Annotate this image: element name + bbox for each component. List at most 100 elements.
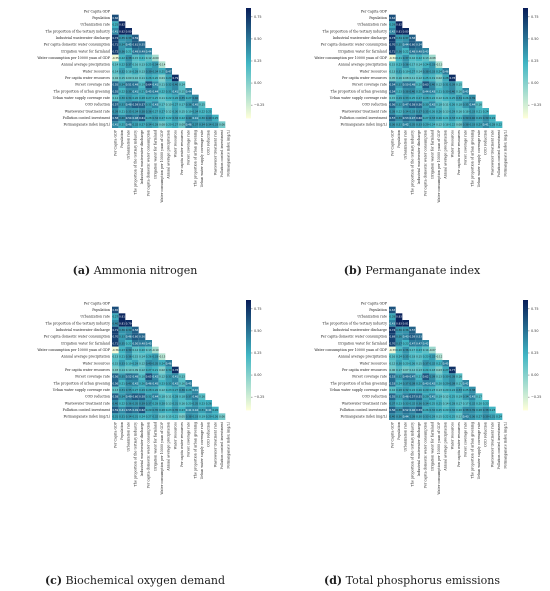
heatmap-d-value-12-11: 0.42 [463,381,469,385]
heatmap-a-value-6-3: 0.49 [132,49,138,53]
heatmap-d-value-6-1: 0.37 [396,341,402,345]
heatmap-a-cell-16-6 [152,114,159,122]
heatmap-d-value-15-10: 0.17 [456,401,462,405]
heatmap-a-cell-4-3 [132,34,139,42]
heatmap-c-cell-2-0 [112,313,119,320]
heatmap-a-cell-10-4 [138,74,146,82]
heatmap-c-value-15-0: 0.40 [112,401,118,405]
heatmap-d-value-14-0: 0.55 [389,395,395,399]
heatmap-a-cell-6-3 [132,48,139,55]
heatmap-a-cell-16-9 [172,114,179,122]
heatmap-d-value-6-2: 0.23 [403,341,409,345]
heatmap-b-row-label-7: Water consumption per 10000 yuan of GDP [314,56,387,60]
heatmap-b-cell-12-9 [449,88,456,95]
heatmap-d-cell-11-4 [415,373,423,380]
heatmap-b-value-5-2: 0.44 [403,43,409,47]
heatmap-a-value-10-6: 0.20 [152,76,158,80]
heatmap-a-cell-3-1 [118,28,126,35]
heatmap-a-value-10-1: 0.15 [119,76,125,80]
heatmap-c-cell-9-3 [132,360,139,367]
heatmap-c-cell-10-0 [112,366,119,374]
heatmap-a-cell-17-0 [112,121,119,128]
heatmap-c-value-9-5: 0.40 [146,361,152,365]
heatmap-a-cell-10-8 [165,74,172,82]
heatmap-b-cell-6-3 [409,48,416,55]
heatmap-d-value-12-3: 0.39 [409,381,415,385]
heatmap-d-cell-13-2 [402,386,409,394]
heatmap-a-value-14-1: 0.33 [119,103,125,107]
heatmap-a-cell-11-9 [172,81,179,88]
heatmap-d-cell-13-4 [415,386,423,394]
heatmap-d-cell-14-4 [415,393,423,400]
heatmap-a-cell-6-2 [125,48,132,55]
heatmap-c-cell-17-16 [218,413,226,420]
heatmap-a-cell-11-0 [112,81,119,88]
heatmap-a-value-6-4: 0.49 [139,49,145,53]
heatmap-a-value-11-9: 0.40 [172,83,178,87]
heatmap-b-col-label-5: Per capita domestic water consumption [424,129,428,196]
heatmap-a-cell-13-11 [185,94,192,102]
heatmap-c-value-14-13: 0.16 [199,395,205,399]
heatmap-b-value-15-2: 0.34 [403,109,409,113]
heatmap-b-cell-14-7 [435,101,443,108]
heatmap-c-value-8-4: 0.14 [139,355,145,359]
heatmap-d-cell-12-5 [422,380,429,387]
heatmap-d-value-15-2: 0.33 [403,401,409,405]
heatmap-c-cell-15-9 [172,400,179,407]
heatmap-b-value-14-1: 0.32 [396,103,402,107]
heatmap-c-cell-11-7 [158,373,166,380]
colorbar-a-tick-label-2: 0.25 [254,59,262,63]
heatmap-a-value-8-6: 0.34 [152,63,158,67]
heatmap-d-value-16-6: 0.32 [429,408,435,412]
heatmap-b-cell-16-9 [449,114,456,122]
heatmap-c-value-16-7: 0.28 [159,408,165,412]
heatmap-d-cell-6-0 [389,340,396,347]
colorbar-c-tick-label-4: −0.25 [254,395,264,399]
heatmap-b-cell-4-2 [402,34,409,42]
heatmap-d-cell-3-1 [395,320,403,327]
heatmap-d-value-17-9: 0.25 [449,415,455,419]
heatmap-a-value-15-10: 0.15 [179,109,185,113]
heatmap-a-value-14-5: 0.31 [146,103,152,107]
heatmap-d-cell-14-2 [402,393,409,400]
heatmap-b-value-17-8: 0.18 [443,123,449,127]
heatmap-b-value-17-0: 0.36 [389,123,395,127]
heatmap-b-cell-17-9 [449,121,456,128]
heatmap-b-value-10-8: 0.28 [443,76,449,80]
heatmap-a-cell-11-4 [138,81,146,88]
heatmap-c-value-11-4: 0.18 [139,375,145,379]
heatmap-a-cell-10-2 [125,74,132,82]
heatmap-d-value-7-0: -0.33 [389,348,396,352]
heatmap-c-col-label-9: Water resources [173,422,177,450]
heatmap-d-row-label-8: Annual average precipitation [337,355,388,359]
heatmap-b-col-label-1: Population [397,129,401,148]
heatmap-b-cell-17-4 [415,121,423,128]
heatmap-c-value-15-6: 0.28 [152,401,158,405]
heatmap-c-cell-12-6 [152,380,159,387]
heatmap-c-value-12-9: 0.42 [172,381,178,385]
heatmap-b-value-11-8: 0.31 [443,83,449,87]
heatmap-d-value-9-6: 0.32 [429,361,435,365]
heatmap-d-cell-10-5 [422,366,429,374]
heatmap-b-value-12-8: 0.30 [443,89,449,93]
heatmap-b-value-17-9: 0.22 [449,123,455,127]
heatmap-d-cell-15-2 [402,400,409,407]
heatmap-d-cell-16-13 [475,406,483,414]
heatmap-c-cell-9-4 [138,360,146,367]
heatmap-b-value-14-10: 0.18 [456,103,462,107]
heatmap-b-value-8-6: 0.33 [429,63,435,67]
heatmap-d-cell-5-3 [409,333,416,340]
heatmap-a-value-11-2: 0.51 [126,83,132,87]
heatmap-d-row-label-17: Permanganate index (mg/L) [340,415,387,419]
heatmap-c-cell-15-11 [185,400,192,407]
heatmap-d-cell-14-12 [469,393,476,400]
heatmap-a-cell-12-0 [112,88,119,95]
heatmap-a-value-13-3: 0.26 [132,96,138,100]
heatmap-b-value-15-13: 0.21 [476,109,482,113]
heatmap-c-row-label-8: Annual average precipitation [60,355,111,359]
heatmap-a-value-11-3: 0.49 [132,83,138,87]
heatmap-c-value-17-6: 0.32 [152,415,158,419]
heatmap-d-value-16-5: 0.26 [423,408,429,412]
heatmap-d-cell-16-15 [489,406,496,414]
heatmap-b-cell-14-10 [455,101,463,108]
